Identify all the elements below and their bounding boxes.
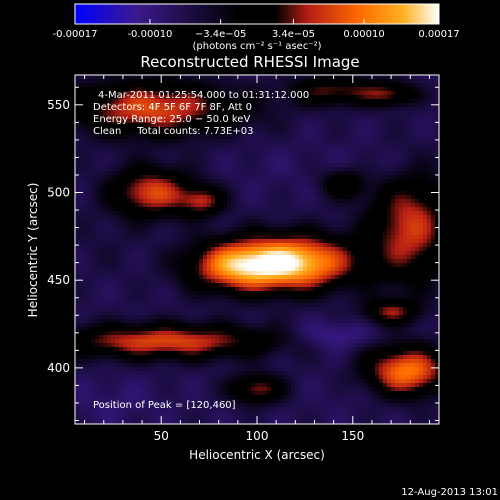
colorbar-tick-label: -0.00017 xyxy=(53,29,98,40)
colorbar-ticks xyxy=(74,19,440,24)
colorbar-frame xyxy=(74,3,440,25)
y-axis-label: Heliocentric Y (arcsec) xyxy=(26,183,40,318)
annotation-energy-range: Energy Range: 25.0 − 50.0 keV xyxy=(93,114,250,125)
y-tick-label: 550 xyxy=(47,98,70,112)
y-axis-tick-labels: 400 450 500 550 xyxy=(47,98,70,375)
colorbar xyxy=(75,4,439,24)
colorbar-tick-label: −3.4e−05 xyxy=(195,29,247,40)
x-tick-label: 50 xyxy=(154,429,169,443)
x-tick-label: 150 xyxy=(341,429,364,443)
y-tick-label: 500 xyxy=(47,186,70,200)
x-tick-label: 100 xyxy=(246,429,269,443)
annotation-time-range: 4-Mar-2011 01:25:54.000 to 01:31:12.000 xyxy=(98,90,309,101)
x-axis-label: Heliocentric X (arcsec) xyxy=(189,448,325,462)
x-axis-tick-labels: 50 100 150 xyxy=(154,429,365,443)
heatmap-image xyxy=(75,75,439,424)
date-stamp: 12-Aug-2013 13:01 xyxy=(401,487,498,498)
peak-position-label: Position of Peak = [120,460] xyxy=(93,400,236,411)
colorbar-tick-label: 0.00010 xyxy=(343,29,384,40)
colorbar-units: (photons cm⁻² s⁻¹ asec⁻²) xyxy=(192,41,321,52)
x-axis-ticks xyxy=(84,75,430,424)
colorbar-tick-label: -0.00010 xyxy=(127,29,172,40)
y-axis-ticks xyxy=(75,86,439,421)
y-tick-label: 450 xyxy=(47,273,70,287)
colorbar-tick-label: 0.00017 xyxy=(418,29,459,40)
annotation-detectors: Detectors: 4F 5F 6F 7F 8F, Att 0 xyxy=(93,102,252,113)
colorbar-tick-label: 3.4e−05 xyxy=(272,29,315,40)
chart-title: Reconstructed RHESSI Image xyxy=(140,53,359,71)
colorbar-tick-labels: -0.00017 -0.00010 −3.4e−05 3.4e−05 0.00010 0.… xyxy=(53,29,460,40)
y-tick-label: 400 xyxy=(47,361,70,375)
annotation-clean-counts: Clean Total counts: 7.73E+03 xyxy=(93,126,253,137)
